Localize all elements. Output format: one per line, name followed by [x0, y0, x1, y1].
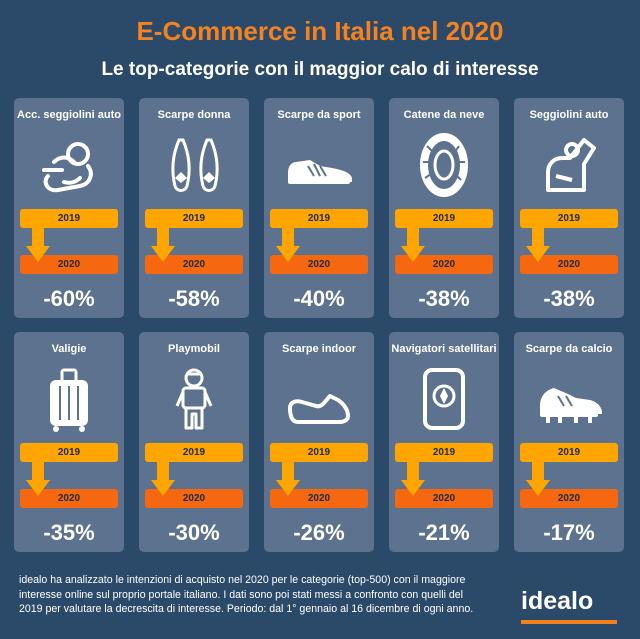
category-name: Seggiolini auto	[529, 109, 609, 121]
bar-2020: 2020	[395, 255, 493, 274]
change-percent: -17%	[543, 520, 595, 545]
bar-2020: 2020	[20, 255, 118, 274]
category-card: Playmobil 2019 2020 -30%	[139, 332, 249, 552]
category-name: Acc. seggiolini auto	[17, 109, 121, 121]
down-arrow-icon	[276, 456, 300, 500]
bar-2019: 2019	[520, 209, 618, 228]
category-card: Catene da neve 2019 2020 -38%	[389, 98, 499, 318]
gps-navigator-icon	[409, 366, 479, 432]
change-percent: -38%	[543, 286, 595, 311]
category-card: Acc. seggiolini auto 2019 2020 -60%	[14, 98, 124, 318]
bar-2019: 2019	[520, 443, 618, 462]
change-percent: -21%	[418, 520, 470, 545]
down-arrow-icon	[26, 456, 50, 500]
bar-2019: 2019	[270, 443, 368, 462]
change-percent: -40%	[293, 286, 345, 311]
category-name: Scarpe da calcio	[525, 343, 613, 355]
bar-2019: 2019	[145, 443, 243, 462]
bar-2019: 2019	[395, 443, 493, 462]
down-arrow-icon	[151, 222, 175, 266]
down-arrow-icon	[401, 222, 425, 266]
change-percent: -35%	[43, 520, 95, 545]
down-arrow-icon	[526, 222, 550, 266]
category-card: Scarpe da calcio 2019 2020 -17%	[514, 332, 624, 552]
bar-2020: 2020	[270, 255, 368, 274]
suitcase-icon	[34, 366, 104, 432]
playmobil-figure-icon	[159, 366, 229, 432]
indoor-shoe-icon	[284, 366, 354, 432]
category-card: Scarpe donna 2019 2020 -58%	[139, 98, 249, 318]
bar-2019: 2019	[395, 209, 493, 228]
bar-2019: 2019	[270, 209, 368, 228]
logo-underline	[521, 620, 617, 624]
bar-2020: 2020	[520, 255, 618, 274]
football-boot-icon	[534, 366, 604, 432]
category-name: Scarpe donna	[157, 109, 231, 121]
bar-2020: 2020	[145, 255, 243, 274]
ballet-flats-icon	[159, 132, 229, 198]
category-card: Navigatori satellitari 2019 2020 -21%	[389, 332, 499, 552]
change-percent: -60%	[43, 286, 95, 311]
car-seat-icon	[534, 132, 604, 198]
bar-2019: 2019	[20, 443, 118, 462]
category-card: Scarpe da sport 2019 2020 -40%	[264, 98, 374, 318]
sneaker-icon	[284, 132, 354, 198]
category-grid: Acc. seggiolini auto 2019 2020 -60% Scarpe d…	[14, 98, 627, 562]
bar-2020: 2020	[145, 489, 243, 508]
category-name: Scarpe indoor	[282, 343, 356, 355]
down-arrow-icon	[151, 456, 175, 500]
change-percent: -58%	[168, 286, 220, 311]
down-arrow-icon	[276, 222, 300, 266]
bar-2020: 2020	[395, 489, 493, 508]
bar-2019: 2019	[20, 209, 118, 228]
page-subtitle: Le top-categorie con il maggior calo di …	[101, 59, 539, 80]
baby-seat-accessory-icon	[34, 132, 104, 198]
down-arrow-icon	[526, 456, 550, 500]
bar-2020: 2020	[20, 489, 118, 508]
bar-2020: 2020	[270, 489, 368, 508]
change-percent: -30%	[168, 520, 220, 545]
page-title: E-Commerce in Italia nel 2020	[136, 16, 504, 46]
bar-2020: 2020	[520, 489, 618, 508]
footer-note: idealo ha analizzato le intenzioni di ac…	[19, 574, 474, 616]
category-card: Seggiolini auto 2019 2020 -38%	[514, 98, 624, 318]
category-card: Valigie 2019 2020 -35%	[14, 332, 124, 552]
category-name: Valigie	[51, 343, 87, 355]
idealo-logo: idealo	[521, 587, 594, 615]
change-percent: -26%	[293, 520, 345, 545]
category-name: Playmobil	[168, 343, 220, 355]
down-arrow-icon	[401, 456, 425, 500]
category-card: Scarpe indoor 2019 2020 -26%	[264, 332, 374, 552]
change-percent: -38%	[418, 286, 470, 311]
category-name: Navigatori satellitari	[391, 343, 497, 355]
down-arrow-icon	[26, 222, 50, 266]
category-name: Catene da neve	[403, 109, 485, 121]
snow-chain-tire-icon	[409, 132, 479, 198]
bar-2019: 2019	[145, 209, 243, 228]
category-name: Scarpe da sport	[277, 109, 361, 121]
